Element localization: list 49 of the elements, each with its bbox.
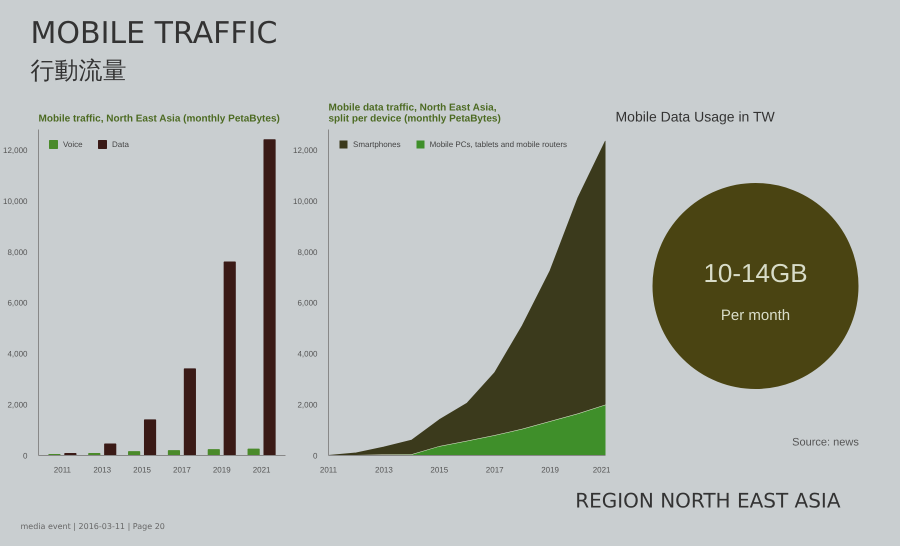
bar bbox=[248, 448, 260, 456]
bar bbox=[168, 450, 180, 456]
x-tick-label: 2019 bbox=[212, 466, 232, 474]
text: Mobile Data Usage in TW bbox=[616, 108, 776, 124]
x-tick-label: 2017 bbox=[173, 466, 192, 474]
y-tick-label: 6,000 bbox=[297, 298, 318, 308]
y-tick-label: 0 bbox=[23, 452, 28, 460]
bar bbox=[128, 451, 140, 456]
x-tick-label: 2011 bbox=[54, 466, 72, 474]
x-tick-label: 2019 bbox=[541, 466, 560, 474]
text: 10-14GB bbox=[703, 258, 808, 288]
bar bbox=[208, 449, 220, 456]
y-tick-label: 12,000 bbox=[293, 146, 318, 155]
bar bbox=[104, 444, 116, 456]
chart-title: Mobile data traffic, North East Asia, split per device (monthly PetaBytes) bbox=[328, 102, 501, 124]
bar bbox=[144, 419, 156, 456]
bar bbox=[224, 261, 236, 456]
legend-label: Smartphones bbox=[353, 140, 401, 148]
y-tick-label: 0 bbox=[313, 452, 318, 460]
text: media event | 2016-03-11 | Page 20 bbox=[20, 522, 165, 531]
text: REGION NORTH EAST ASIA bbox=[575, 488, 841, 512]
x-tick-label: 2017 bbox=[486, 466, 504, 474]
chart-title: Mobile traffic, North East Asia (monthly PetaBytes) bbox=[38, 114, 280, 124]
text: Per month bbox=[720, 306, 790, 324]
x-tick-label: 2015 bbox=[430, 466, 449, 474]
y-tick-label: 2,000 bbox=[7, 400, 28, 410]
y-tick-label: 10,000 bbox=[3, 196, 28, 206]
source-note: Source: news bbox=[792, 436, 860, 448]
y-tick-label: 10,000 bbox=[293, 196, 318, 206]
bar bbox=[184, 368, 196, 456]
x-tick-label: 2021 bbox=[252, 466, 272, 474]
y-tick-label: 8,000 bbox=[7, 248, 28, 257]
x-tick-label: 2013 bbox=[93, 466, 112, 474]
legend-label: Mobile PCs, tablets and mobile routers bbox=[430, 140, 567, 148]
y-tick-label: 2,000 bbox=[297, 400, 318, 410]
x-tick-label: 2013 bbox=[375, 466, 394, 474]
legend-label: Data bbox=[112, 140, 130, 148]
legend-label: Voice bbox=[63, 140, 83, 148]
x-tick-label: 2011 bbox=[320, 466, 338, 474]
y-tick-label: 8,000 bbox=[297, 248, 318, 257]
y-tick-label: 12,000 bbox=[3, 146, 28, 155]
y-tick-label: 6,000 bbox=[7, 298, 28, 308]
y-tick-label: 4,000 bbox=[297, 350, 318, 359]
x-tick-label: 2015 bbox=[133, 466, 152, 474]
x-tick-label: 2021 bbox=[592, 466, 612, 474]
y-tick-label: 4,000 bbox=[7, 350, 28, 359]
bar bbox=[263, 139, 276, 456]
text: 行動流量 bbox=[30, 56, 126, 84]
text: MOBILE TRAFFIC bbox=[30, 16, 278, 51]
